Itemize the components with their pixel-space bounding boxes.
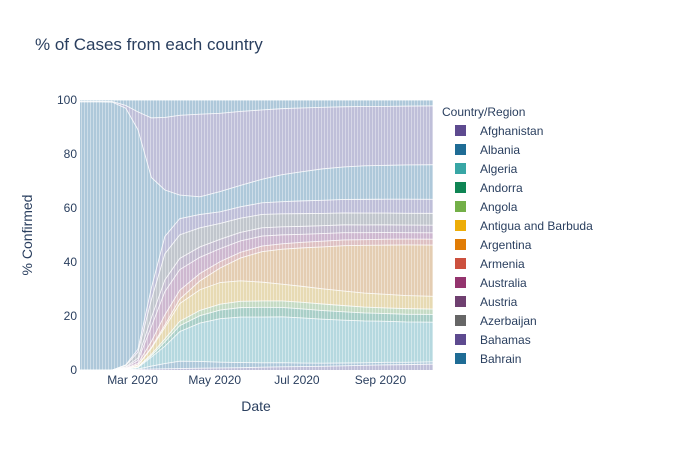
legend-title: Country/Region — [442, 105, 525, 119]
legend-swatch — [455, 220, 466, 231]
chart-title: % of Cases from each country — [35, 35, 263, 54]
x-axis-title: Date — [241, 398, 271, 414]
legend-swatch — [455, 125, 466, 136]
legend-swatch — [455, 182, 466, 193]
legend-swatch — [455, 277, 466, 288]
y-tick-label: 80 — [64, 147, 78, 161]
x-axis-ticks: Mar 2020 May 2020 Jul 2020 Sep 2020 — [107, 373, 406, 387]
legend-swatch — [455, 334, 466, 345]
x-tick-label: Jul 2020 — [274, 373, 320, 387]
legend-item[interactable]: Angola — [480, 200, 518, 214]
legend-item[interactable]: Azerbaijan — [480, 314, 537, 328]
legend-swatch — [455, 258, 466, 269]
legend: Country/Region Afghanistan Albania Algeria… — [442, 105, 593, 366]
layer-boundary — [80, 360, 434, 371]
legend-swatch — [455, 315, 466, 326]
legend-swatch — [455, 201, 466, 212]
layer-boundary — [80, 101, 434, 198]
legend-swatch — [455, 353, 466, 364]
legend-swatch — [455, 144, 466, 155]
stacked-area-layers — [80, 99, 434, 371]
y-axis-title: % Confirmed — [19, 195, 35, 276]
layer-boundary — [80, 244, 434, 371]
area-layer — [80, 101, 433, 370]
legend-item[interactable]: Afghanistan — [480, 124, 543, 138]
x-tick-label: May 2020 — [188, 373, 241, 387]
bar-stripes — [81, 100, 433, 370]
area-layer — [80, 364, 433, 370]
y-tick-label: 100 — [57, 93, 77, 107]
legend-item[interactable]: Armenia — [480, 257, 525, 271]
y-tick-label: 40 — [64, 255, 78, 269]
legend-swatch — [455, 163, 466, 174]
y-tick-label: 0 — [70, 363, 77, 377]
y-tick-label: 20 — [64, 309, 78, 323]
layer-boundary — [80, 198, 434, 371]
legend-item[interactable]: Austria — [480, 295, 518, 309]
layer-boundary — [80, 224, 434, 371]
layer-boundary — [80, 100, 434, 119]
legend-item[interactable]: Bahrain — [480, 352, 521, 366]
legend-item[interactable]: Antigua and Barbuda — [480, 219, 593, 233]
legend-item[interactable]: Australia — [480, 276, 527, 290]
legend-item[interactable]: Albania — [480, 143, 520, 157]
layer-boundary — [80, 212, 434, 371]
x-tick-label: Sep 2020 — [355, 373, 407, 387]
layer-boundary — [80, 232, 434, 371]
area-layer — [80, 280, 433, 370]
layer-boundary — [80, 300, 434, 371]
y-tick-label: 60 — [64, 201, 78, 215]
legend-item[interactable]: Argentina — [480, 238, 532, 252]
legend-item[interactable]: Bahamas — [480, 333, 531, 347]
x-tick-label: Mar 2020 — [107, 373, 158, 387]
area-layer — [80, 244, 433, 370]
y-axis-ticks: 0 20 40 60 80 100 — [57, 93, 77, 377]
legend-swatch — [455, 296, 466, 307]
legend-swatch — [455, 239, 466, 250]
legend-item[interactable]: Algeria — [480, 162, 518, 176]
layer-boundary — [80, 238, 434, 371]
legend-item[interactable]: Andorra — [480, 181, 523, 195]
